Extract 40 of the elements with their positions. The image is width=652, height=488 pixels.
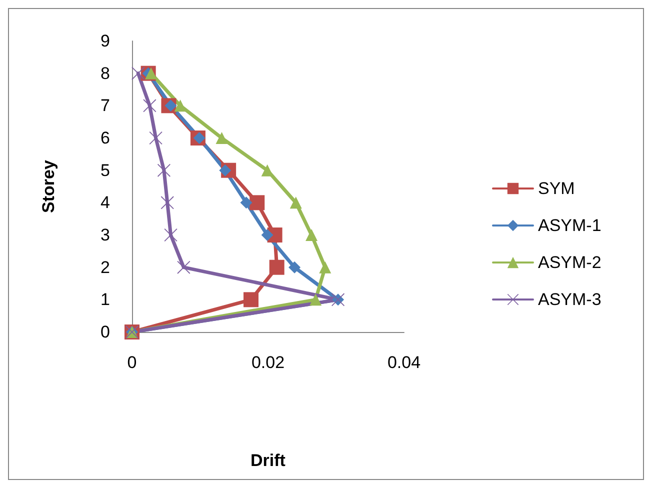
point [145,67,158,80]
y-axis-title: Storey [39,160,58,213]
point [306,229,318,241]
point [193,132,206,144]
point [157,164,170,177]
y-tick-label: 0 [100,322,110,342]
y-tick-label: 9 [100,32,110,50]
point [319,261,332,274]
x-tick-label: 0.02 [251,353,285,372]
x-tick-label: 0.04 [387,353,421,372]
point [174,100,186,112]
point [216,132,228,144]
legend-label: ASYM-3 [538,290,602,309]
point [310,294,322,306]
point [219,164,232,176]
point [250,195,265,210]
y-tick-label: 6 [100,128,110,148]
point [261,229,274,241]
point [164,100,177,112]
y-tick-label: 5 [100,160,110,180]
point [177,260,190,274]
y-tick-label: 4 [100,193,110,212]
point [132,66,145,80]
point [240,196,252,209]
x-tick-label: 0 [127,353,137,372]
y-tick-label: 3 [100,226,110,244]
y-tick-label: 2 [100,258,110,277]
point [290,196,302,209]
y-tick-label: 8 [100,64,110,83]
point [288,261,301,274]
point [143,99,156,112]
x-axis-title: Drift [250,451,286,470]
y-tick-label: 1 [100,290,110,310]
y-tick-label: 7 [100,96,110,116]
point [160,196,174,210]
point [244,292,258,308]
point [269,260,284,275]
legend-label: ASYM-1 [538,216,602,235]
legend-label: SYM [538,179,575,198]
legend-label: ASYM-2 [538,253,602,272]
